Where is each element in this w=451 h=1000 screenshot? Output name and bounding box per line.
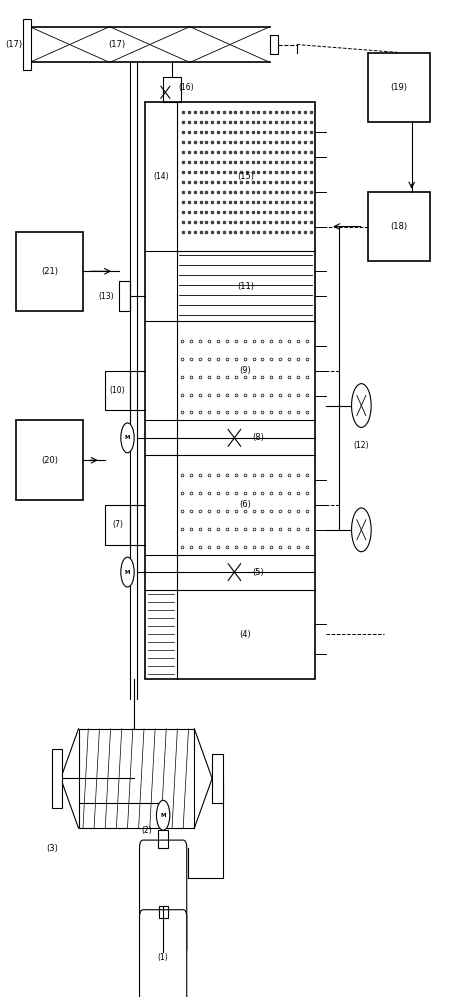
Text: (5): (5) xyxy=(252,568,264,577)
Circle shape xyxy=(352,508,371,552)
Text: (9): (9) xyxy=(239,366,251,375)
Text: M: M xyxy=(161,813,166,818)
Bar xyxy=(16,420,83,500)
Text: (13): (13) xyxy=(98,292,114,301)
Text: (12): (12) xyxy=(354,441,369,450)
Bar xyxy=(158,830,169,848)
Text: (15): (15) xyxy=(237,172,254,181)
Bar xyxy=(105,505,130,545)
Text: M: M xyxy=(125,435,130,440)
Bar xyxy=(145,102,315,679)
Bar xyxy=(52,749,62,808)
Circle shape xyxy=(121,423,134,453)
Text: (10): (10) xyxy=(110,386,125,395)
Text: (16): (16) xyxy=(179,83,194,92)
Bar xyxy=(105,371,130,410)
Text: (3): (3) xyxy=(46,844,58,853)
Text: (14): (14) xyxy=(153,172,169,181)
Text: (11): (11) xyxy=(237,282,254,291)
Text: M: M xyxy=(125,570,130,575)
Text: (2): (2) xyxy=(141,826,152,835)
Bar xyxy=(368,52,430,122)
Bar xyxy=(78,729,194,828)
Text: (21): (21) xyxy=(41,267,58,276)
Bar xyxy=(16,232,83,311)
Circle shape xyxy=(156,800,170,830)
FancyBboxPatch shape xyxy=(139,840,187,955)
Bar xyxy=(23,19,31,70)
Bar xyxy=(212,754,223,803)
Bar xyxy=(368,192,430,261)
Text: (8): (8) xyxy=(252,433,264,442)
Text: (4): (4) xyxy=(239,630,251,639)
Text: (18): (18) xyxy=(391,222,408,231)
Text: (17): (17) xyxy=(5,40,23,49)
Text: (6): (6) xyxy=(239,500,252,509)
Text: (20): (20) xyxy=(41,456,58,465)
Bar xyxy=(163,77,181,102)
Circle shape xyxy=(121,557,134,587)
Text: (1): (1) xyxy=(158,953,169,962)
FancyBboxPatch shape xyxy=(139,910,187,1000)
Circle shape xyxy=(352,384,371,427)
Text: (7): (7) xyxy=(112,520,123,529)
Bar xyxy=(119,281,130,311)
Bar xyxy=(159,906,168,918)
Text: (17): (17) xyxy=(108,40,125,49)
Text: (19): (19) xyxy=(391,83,408,92)
Bar xyxy=(270,35,278,54)
